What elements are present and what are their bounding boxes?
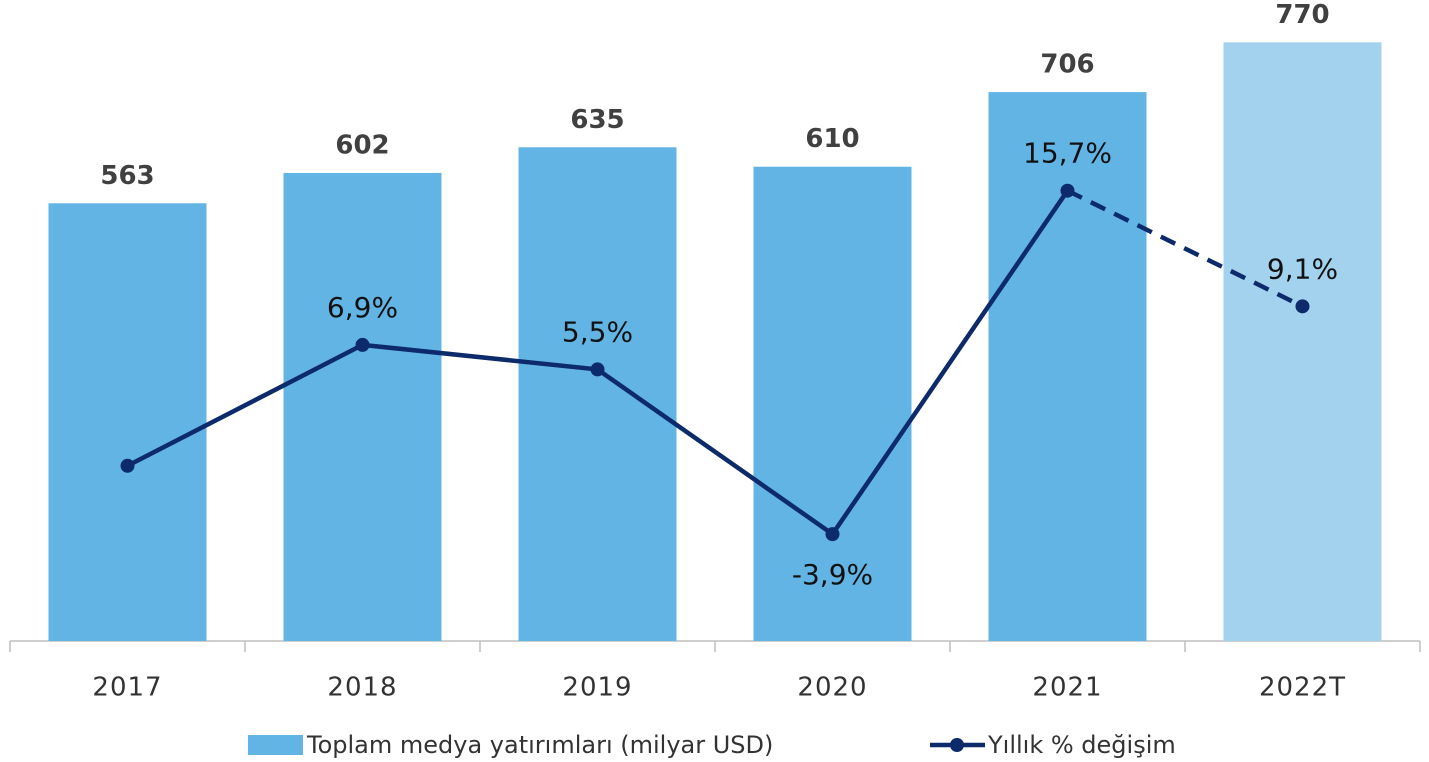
legend-swatch <box>950 738 964 752</box>
line-value-label: -3,9% <box>792 558 873 591</box>
x-tick-label: 2021 <box>1032 673 1102 703</box>
bar <box>518 147 677 641</box>
bar-value-label: 635 <box>570 105 624 135</box>
line-dashed <box>1066 188 1304 309</box>
bar-value-label: 706 <box>1040 50 1094 80</box>
line-marker <box>1295 299 1310 314</box>
legend-swatch <box>248 735 303 755</box>
x-tick-label: 2022T <box>1259 673 1346 703</box>
line-marker <box>590 362 605 377</box>
x-tick-label: 2017 <box>92 673 162 703</box>
legend-label: Yıllık % değişim <box>987 731 1176 759</box>
line-marker <box>355 337 370 352</box>
line-value-label: 9,1% <box>1267 252 1338 285</box>
line-marker <box>120 458 135 473</box>
bar <box>1223 42 1382 641</box>
line-value-label: 5,5% <box>562 315 633 348</box>
bar-value-label: 770 <box>1275 0 1329 30</box>
x-tick-label: 2019 <box>562 673 632 703</box>
bar <box>988 92 1147 641</box>
bar <box>753 166 912 641</box>
bar <box>48 203 207 641</box>
x-tick-label: 2020 <box>797 673 867 703</box>
line-value-label: 6,9% <box>327 291 398 324</box>
x-tick-label: 2018 <box>327 673 397 703</box>
line-value-label: 15,7% <box>1023 137 1112 170</box>
bar-value-label: 610 <box>805 124 859 154</box>
bar <box>283 172 442 641</box>
legend-label: Toplam medya yatırımları (milyar USD) <box>306 731 773 759</box>
line-marker <box>1060 183 1075 198</box>
bar-value-label: 602 <box>335 130 389 160</box>
bar-value-label: 563 <box>100 161 154 191</box>
line-marker <box>825 527 840 542</box>
